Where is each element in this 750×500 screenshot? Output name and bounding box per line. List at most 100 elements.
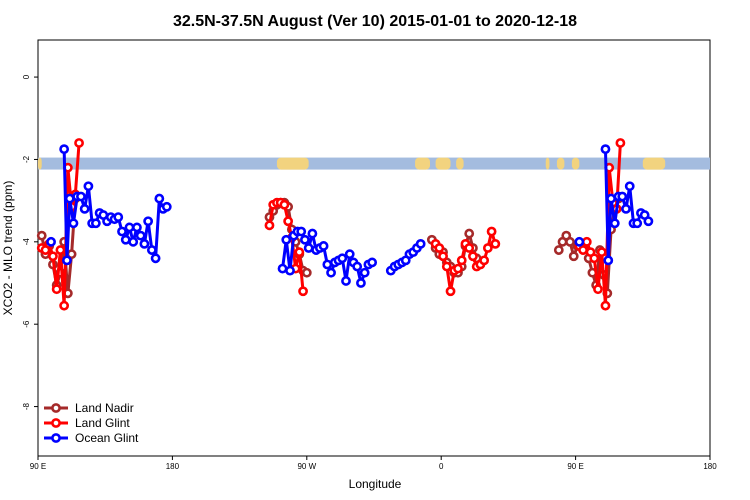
land-patch	[435, 157, 451, 170]
land-ocean-band	[38, 157, 710, 170]
data-point	[553, 245, 564, 255]
land-patch	[556, 157, 565, 170]
data-point	[445, 286, 456, 297]
data-point	[600, 144, 611, 155]
data-point	[79, 203, 90, 214]
data-point	[90, 218, 101, 229]
legend-marker	[51, 433, 61, 443]
data-point	[624, 181, 635, 192]
data-point	[643, 216, 654, 227]
data-point	[296, 226, 307, 237]
x-tick-label: 90 E	[30, 462, 46, 471]
data-point	[120, 234, 131, 245]
y-tick-label: -2	[22, 155, 31, 163]
data-point	[55, 245, 66, 255]
data-point	[51, 284, 62, 295]
land-patch	[545, 157, 550, 170]
data-point	[303, 243, 314, 253]
data-point	[62, 255, 72, 266]
data-point	[326, 267, 336, 278]
data-point	[359, 267, 370, 278]
series-ocean-glint	[46, 144, 654, 288]
data-point	[574, 236, 585, 247]
data-point	[46, 236, 56, 247]
land-patch	[456, 157, 464, 170]
land-patch	[276, 157, 309, 170]
data-point	[264, 220, 275, 231]
data-point	[48, 251, 58, 262]
y-tick-label: -4	[22, 238, 31, 246]
x-tick-label: 90 W	[297, 462, 316, 471]
legend-label: Land Glint	[75, 416, 130, 430]
chart-title: 32.5N-37.5N August (Ver 10) 2015-01-01 t…	[173, 13, 577, 30]
data-point	[600, 300, 611, 311]
data-point	[352, 261, 363, 272]
data-point	[464, 228, 475, 239]
data-point	[281, 234, 292, 245]
data-point	[337, 253, 348, 264]
data-point	[596, 247, 607, 258]
data-point	[593, 284, 603, 295]
data-point	[568, 251, 579, 262]
y-tick-label: -8	[22, 402, 31, 410]
y-tick-label: 0	[22, 74, 31, 79]
data-point	[135, 230, 146, 241]
data-point	[606, 193, 616, 204]
data-point	[603, 255, 614, 266]
data-point	[143, 216, 154, 227]
data-point	[318, 241, 329, 251]
data-point	[117, 226, 127, 237]
data-point	[59, 144, 70, 155]
data-point	[322, 259, 333, 270]
data-point	[621, 203, 631, 214]
data-point	[438, 251, 448, 262]
legend-marker	[51, 403, 61, 413]
data-point	[298, 286, 308, 297]
data-point	[128, 236, 139, 247]
y-axis-label: XCO2 - MLO trend (ppm)	[1, 181, 15, 316]
data-point	[150, 253, 161, 264]
data-point	[68, 218, 79, 229]
data-point	[415, 238, 426, 249]
data-point	[307, 228, 318, 239]
data-point	[367, 257, 378, 268]
data-point	[615, 138, 626, 148]
data-point	[285, 265, 295, 276]
data-point	[441, 261, 452, 272]
data-point	[294, 247, 305, 258]
data-point	[482, 243, 493, 253]
data-point	[113, 212, 124, 223]
data-point	[490, 238, 501, 249]
data-point	[344, 249, 355, 260]
data-point	[589, 253, 600, 264]
series-land-glint	[36, 138, 626, 311]
data-point	[132, 222, 142, 233]
data-point	[565, 236, 575, 247]
data-point	[453, 263, 463, 274]
data-point	[64, 193, 75, 204]
data-point	[74, 138, 84, 148]
y-tick-label: -6	[22, 320, 31, 328]
data-point	[479, 255, 490, 266]
ocean-band	[38, 157, 710, 170]
data-point	[301, 267, 312, 278]
data-point	[434, 243, 445, 253]
land-patch	[642, 157, 666, 170]
axes: 90 E 180 90 W 0 90 E 180 0 -2 -4 -6 -8	[22, 74, 717, 471]
data-point	[279, 199, 290, 210]
data-point	[617, 191, 628, 202]
x-tick-label: 180	[703, 462, 717, 471]
legend-marker	[51, 418, 61, 428]
series-land-nadir	[36, 193, 624, 299]
data-point	[464, 243, 475, 253]
data-point	[59, 300, 70, 311]
data-point	[632, 218, 643, 229]
data-point	[76, 191, 86, 202]
land-patch	[38, 157, 42, 170]
data-point	[356, 278, 366, 288]
legend-label: Ocean Glint	[75, 431, 139, 445]
data-point	[139, 238, 150, 249]
series-layer	[36, 138, 654, 311]
